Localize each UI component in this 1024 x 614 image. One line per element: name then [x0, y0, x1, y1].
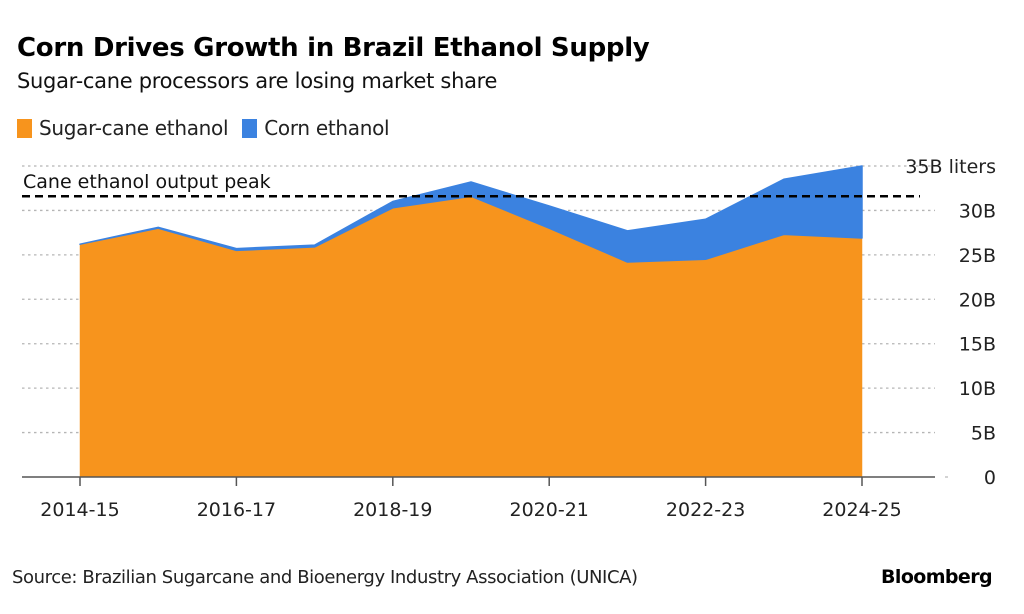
legend-label-sugar-cane: Sugar-cane ethanol — [39, 116, 229, 140]
x-tick-label: 2018-19 — [353, 499, 432, 521]
y-tick-label: 0 — [984, 467, 996, 489]
y-tick-label: 35B liters — [905, 156, 996, 178]
y-tick-label: 20B — [959, 289, 996, 311]
legend-swatch-sugar-cane — [17, 118, 32, 138]
axes: 0 5B 10B 15B 20B 25B 30B 35B liters 2014-15 2016-… — [22, 156, 996, 521]
x-tick-label: 2024-25 — [822, 499, 901, 521]
legend-item-corn: Corn ethanol — [242, 116, 390, 140]
y-tick-label: 25B — [959, 245, 996, 267]
area-corn-ethanol — [79, 165, 863, 263]
chart-subtitle: Sugar-cane processors are losing market … — [17, 69, 498, 93]
x-tick-label: 2014-15 — [40, 499, 119, 521]
legend-label-corn: Corn ethanol — [264, 116, 390, 140]
y-tick-label: 5B — [971, 423, 996, 445]
annotations: Cane ethanol output peak — [22, 171, 920, 198]
y-tick-label: 30B — [959, 200, 996, 222]
legend-swatch-corn — [242, 118, 258, 138]
peak-annotation-label: Cane ethanol output peak — [23, 171, 271, 193]
bloomberg-logo: Bloomberg — [881, 566, 993, 588]
source-note: Source: Brazilian Sugarcane and Bioenerg… — [12, 567, 638, 588]
series-areas — [79, 165, 863, 478]
legend-item-sugar-cane: Sugar-cane ethanol — [17, 116, 229, 140]
x-tick-label: 2022-23 — [666, 499, 745, 521]
x-tick-label: 2020-21 — [510, 499, 589, 521]
y-tick-label: 10B — [959, 378, 996, 400]
x-tick-label: 2016-17 — [197, 499, 276, 521]
legend: Sugar-cane ethanol Corn ethanol — [17, 116, 403, 140]
chart-title: Corn Drives Growth in Brazil Ethanol Sup… — [17, 33, 650, 63]
y-tick-label: 15B — [959, 334, 996, 356]
